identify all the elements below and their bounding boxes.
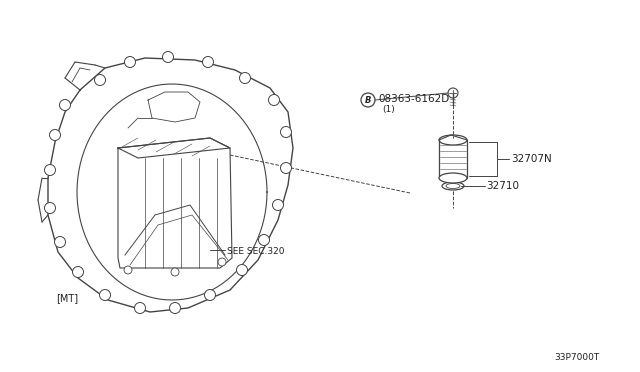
Circle shape — [202, 57, 214, 67]
Circle shape — [361, 93, 375, 107]
Circle shape — [95, 74, 106, 86]
Circle shape — [45, 202, 56, 214]
Circle shape — [60, 99, 70, 110]
Text: 32710: 32710 — [486, 181, 519, 191]
Circle shape — [448, 88, 458, 98]
Circle shape — [72, 266, 83, 278]
Circle shape — [280, 126, 291, 138]
Circle shape — [269, 94, 280, 106]
Text: SEE SEC.320: SEE SEC.320 — [227, 247, 285, 256]
Circle shape — [45, 164, 56, 176]
Text: 33P7000T: 33P7000T — [554, 353, 599, 362]
Circle shape — [134, 302, 145, 314]
Circle shape — [237, 264, 248, 276]
Circle shape — [170, 302, 180, 314]
Circle shape — [273, 199, 284, 211]
Ellipse shape — [439, 135, 467, 145]
Circle shape — [259, 234, 269, 246]
Ellipse shape — [439, 173, 467, 183]
Circle shape — [171, 268, 179, 276]
Circle shape — [54, 237, 65, 247]
Text: 32707N: 32707N — [511, 154, 552, 164]
Circle shape — [280, 163, 291, 173]
Circle shape — [163, 51, 173, 62]
Circle shape — [124, 266, 132, 274]
Text: (1): (1) — [382, 105, 395, 113]
Text: B: B — [365, 96, 371, 105]
Circle shape — [99, 289, 111, 301]
Circle shape — [205, 289, 216, 301]
Ellipse shape — [442, 182, 464, 190]
Text: [MT]: [MT] — [56, 293, 78, 303]
Ellipse shape — [446, 183, 460, 189]
Circle shape — [239, 73, 250, 83]
Circle shape — [218, 258, 226, 266]
Circle shape — [125, 57, 136, 67]
Text: 08363-6162D: 08363-6162D — [378, 94, 449, 104]
Circle shape — [49, 129, 61, 141]
